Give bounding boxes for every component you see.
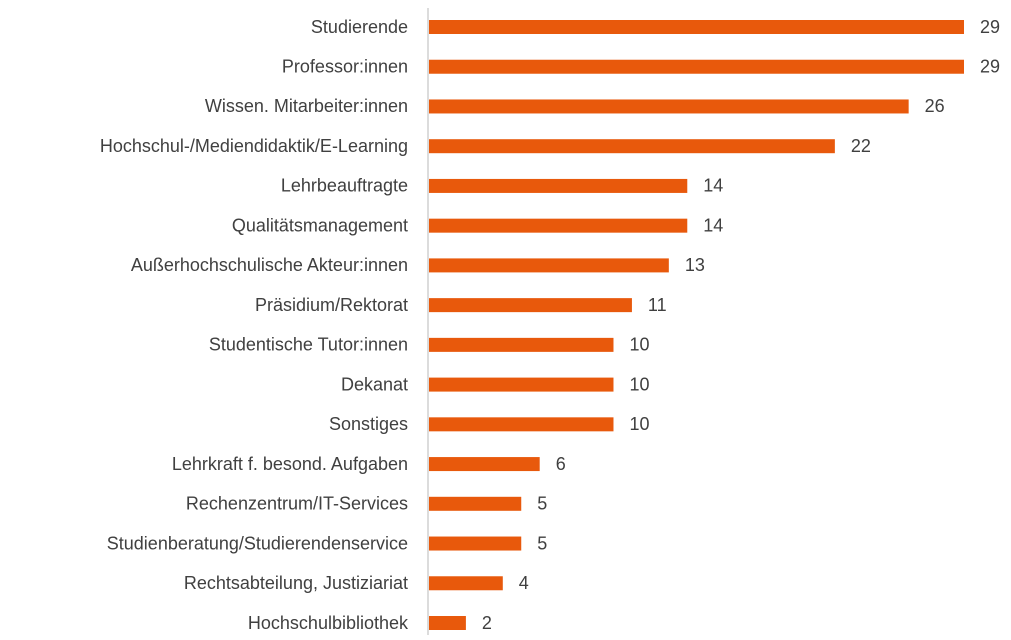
category-label: Lehrkraft f. besond. Aufgaben [172, 454, 408, 474]
value-label: 5 [537, 533, 547, 553]
category-label: Hochschul-/Mediendidaktik/E-Learning [100, 136, 408, 156]
value-label: 10 [629, 414, 649, 434]
bar [429, 576, 503, 591]
bar [429, 139, 835, 154]
value-label: 10 [629, 335, 649, 355]
bar [429, 616, 466, 630]
value-label: 4 [519, 573, 529, 593]
value-label: 5 [537, 494, 547, 514]
bar [429, 337, 614, 352]
category-label: Rechtsabteilung, Justiziariat [184, 573, 408, 593]
value-label: 14 [703, 176, 723, 196]
category-label: Rechenzentrum/IT-Services [186, 494, 408, 514]
value-label: 6 [556, 454, 566, 474]
value-label: 14 [703, 215, 723, 235]
bar [429, 298, 632, 313]
bar [429, 457, 540, 472]
bar [429, 178, 688, 193]
category-label: Professor:innen [282, 56, 408, 76]
category-label: Studentische Tutor:innen [209, 335, 408, 355]
bar [429, 536, 522, 551]
value-label: 29 [980, 17, 1000, 37]
bar [429, 59, 964, 74]
bar [429, 258, 669, 273]
category-label: Studierende [311, 17, 408, 37]
category-label: Wissen. Mitarbeiter:innen [205, 96, 408, 116]
value-label: 11 [648, 295, 667, 315]
value-label: 10 [629, 374, 649, 394]
category-label: Hochschulbibliothek [248, 613, 409, 633]
value-label: 26 [925, 96, 945, 116]
value-label: 13 [685, 255, 705, 275]
bar [429, 417, 614, 432]
category-label: Außerhochschulische Akteur:innen [131, 255, 408, 275]
category-label: Dekanat [341, 374, 408, 394]
category-label: Sonstiges [329, 414, 408, 434]
bar [429, 20, 964, 34]
bar [429, 496, 522, 511]
value-label: 29 [980, 56, 1000, 76]
category-label: Präsidium/Rektorat [255, 295, 408, 315]
bar [429, 218, 688, 233]
category-label: Lehrbeauftragte [281, 176, 408, 196]
category-label: Qualitätsmanagement [232, 215, 408, 235]
category-label: Studienberatung/Studierendenservice [107, 533, 408, 553]
value-label: 22 [851, 136, 871, 156]
value-label: 2 [482, 613, 492, 633]
bar [429, 99, 909, 114]
bar [429, 377, 614, 392]
